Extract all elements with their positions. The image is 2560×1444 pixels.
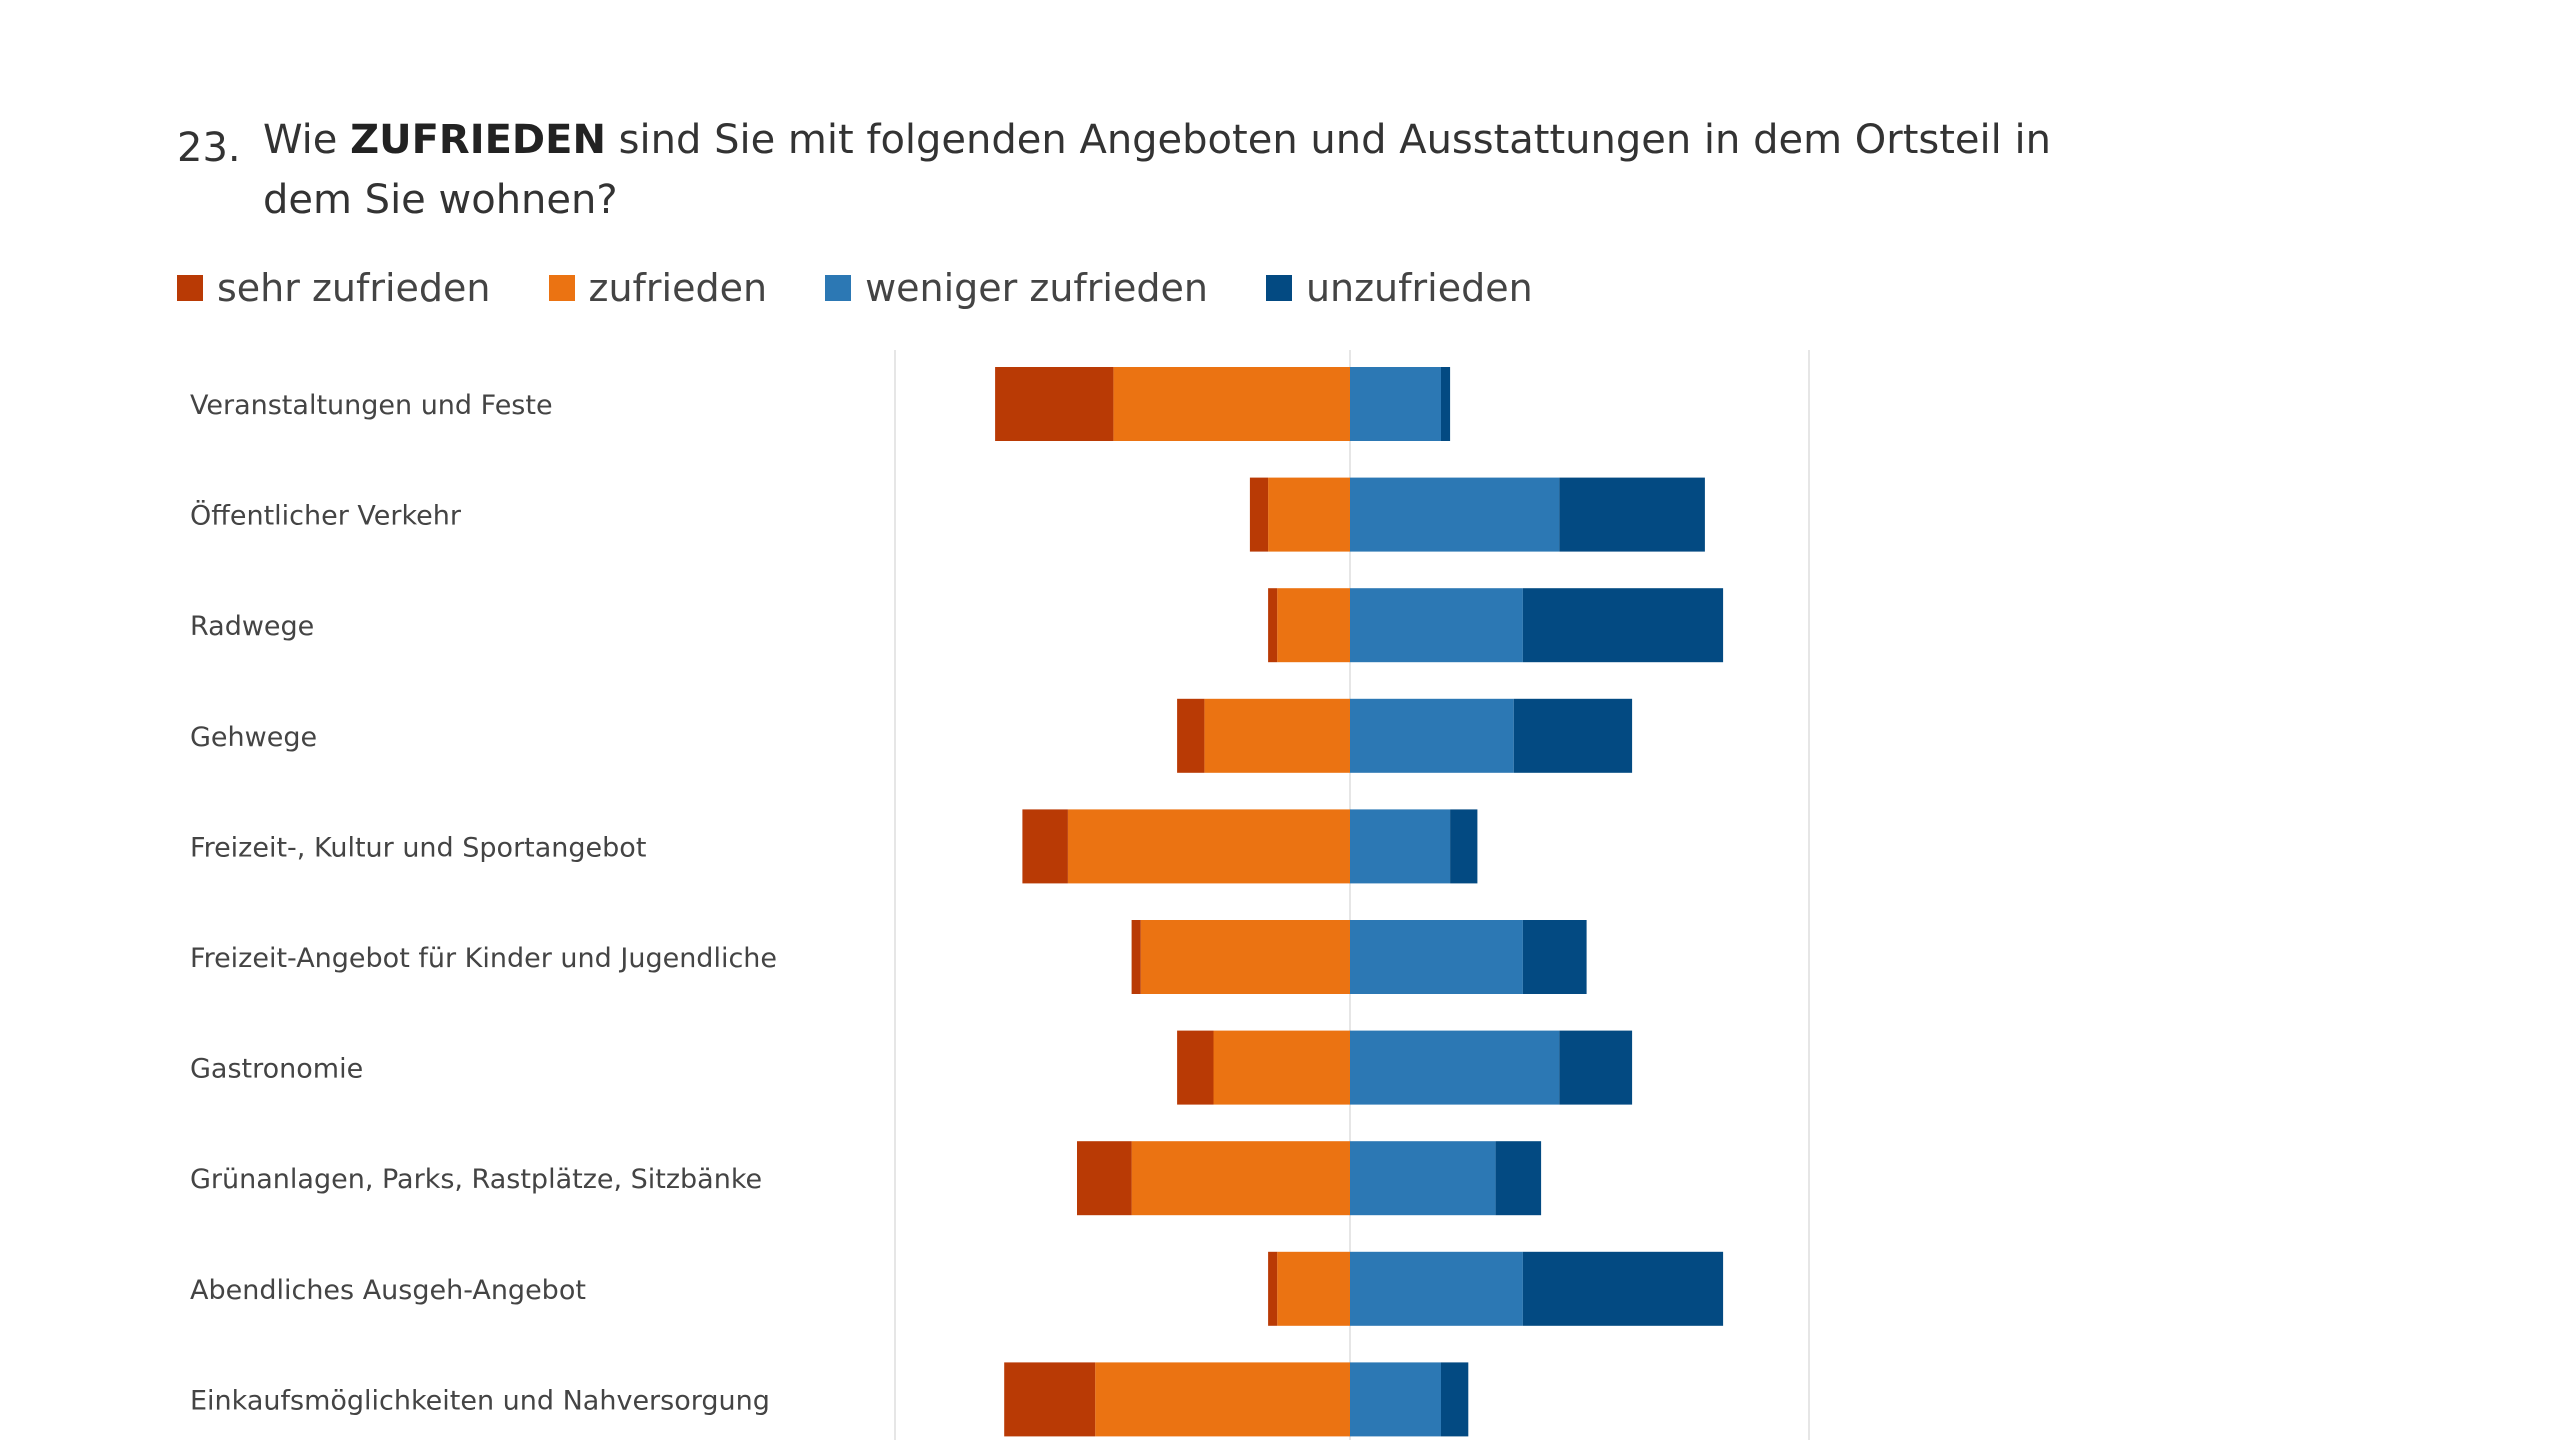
bar-sehr-zufrieden — [1268, 588, 1278, 663]
bar-zufrieden — [1131, 1141, 1350, 1216]
legend-item-weniger-zufrieden: weniger zufrieden — [825, 266, 1208, 310]
category-label: Öffentlicher Verkehr — [190, 500, 462, 532]
bar-sehr-zufrieden — [1249, 477, 1269, 552]
category-label: Einkaufsmöglichkeiten und Nahversorgung — [190, 1385, 770, 1416]
bar-sehr-zufrieden — [1268, 1251, 1278, 1326]
bar-zufrieden — [1140, 920, 1350, 994]
question-text-bold: ZUFRIEDEN — [350, 117, 606, 163]
question-header: 23. Wie ZUFRIEDEN sind Sie mit folgenden… — [177, 110, 2177, 230]
bar-weniger-zufrieden — [1350, 809, 1451, 884]
bar-unzufrieden — [1441, 367, 1451, 441]
bar-unzufrieden — [1522, 1251, 1724, 1326]
bar-zufrieden — [1268, 477, 1350, 552]
bar-sehr-zufrieden — [1004, 1362, 1096, 1437]
question-text-before: Wie — [263, 117, 351, 163]
bar-unzufrieden — [1495, 1141, 1542, 1216]
bar-unzufrieden — [1559, 1030, 1633, 1105]
bar-weniger-zufrieden — [1350, 588, 1523, 663]
bar-weniger-zufrieden — [1350, 1362, 1441, 1437]
category-label: Freizeit-, Kultur und Sportangebot — [190, 832, 646, 863]
legend-swatch-weniger-zufrieden — [825, 275, 852, 301]
bar-weniger-zufrieden — [1350, 1251, 1523, 1326]
question-text: Wie ZUFRIEDEN sind Sie mit folgenden Ang… — [263, 110, 2123, 230]
question-number: 23. — [177, 125, 241, 171]
bar-weniger-zufrieden — [1350, 477, 1560, 552]
bar-sehr-zufrieden — [995, 367, 1114, 441]
bar-weniger-zufrieden — [1350, 1030, 1560, 1105]
bar-unzufrieden — [1513, 698, 1633, 773]
bar-unzufrieden — [1559, 477, 1705, 552]
question-text-after: sind Sie mit folgenden Angeboten und Aus… — [263, 117, 2051, 223]
bar-zufrieden — [1113, 367, 1350, 441]
category-label: Gehwege — [190, 722, 317, 753]
bar-sehr-zufrieden — [1177, 698, 1205, 773]
category-label: Freizeit-Angebot für Kinder und Jugendli… — [190, 943, 777, 974]
category-label: Abendliches Ausgeh-Angebot — [190, 1275, 586, 1306]
bar-unzufrieden — [1522, 588, 1724, 663]
legend-label-sehr-zufrieden: sehr zufrieden — [217, 266, 491, 310]
chart-legend: sehr zufrieden zufrieden weniger zufried… — [177, 266, 1591, 310]
category-label: Veranstaltungen und Feste — [190, 390, 553, 421]
bar-sehr-zufrieden — [1077, 1141, 1132, 1216]
bar-unzufrieden — [1441, 1362, 1469, 1437]
bar-zufrieden — [1204, 698, 1350, 773]
bar-zufrieden — [1213, 1030, 1350, 1105]
legend-swatch-unzufrieden — [1265, 275, 1292, 301]
bar-weniger-zufrieden — [1350, 920, 1523, 994]
bar-sehr-zufrieden — [1022, 809, 1068, 884]
bar-weniger-zufrieden — [1350, 1141, 1496, 1216]
legend-item-sehr-zufrieden: sehr zufrieden — [177, 266, 491, 310]
bar-zufrieden — [1277, 1251, 1350, 1326]
category-label: Grünanlagen, Parks, Rastplätze, Sitzbänk… — [190, 1164, 762, 1195]
legend-label-zufrieden: zufrieden — [588, 266, 768, 310]
legend-label-unzufrieden: unzufrieden — [1305, 266, 1533, 310]
bar-sehr-zufrieden — [1131, 920, 1141, 994]
bar-unzufrieden — [1450, 809, 1478, 884]
legend-swatch-zufrieden — [548, 275, 575, 301]
bar-zufrieden — [1095, 1362, 1350, 1437]
legend-label-weniger-zufrieden: weniger zufrieden — [865, 266, 1208, 310]
bar-zufrieden — [1067, 809, 1350, 884]
bar-unzufrieden — [1522, 920, 1587, 994]
legend-swatch-sehr-zufrieden — [177, 275, 203, 301]
bar-sehr-zufrieden — [1177, 1030, 1214, 1105]
legend-item-zufrieden: zufrieden — [548, 266, 768, 310]
bar-weniger-zufrieden — [1350, 698, 1514, 773]
category-label: Radwege — [190, 611, 314, 642]
legend-item-unzufrieden: unzufrieden — [1265, 266, 1533, 310]
category-label: Gastronomie — [190, 1054, 363, 1085]
bar-weniger-zufrieden — [1350, 367, 1441, 441]
bar-zufrieden — [1277, 588, 1350, 663]
